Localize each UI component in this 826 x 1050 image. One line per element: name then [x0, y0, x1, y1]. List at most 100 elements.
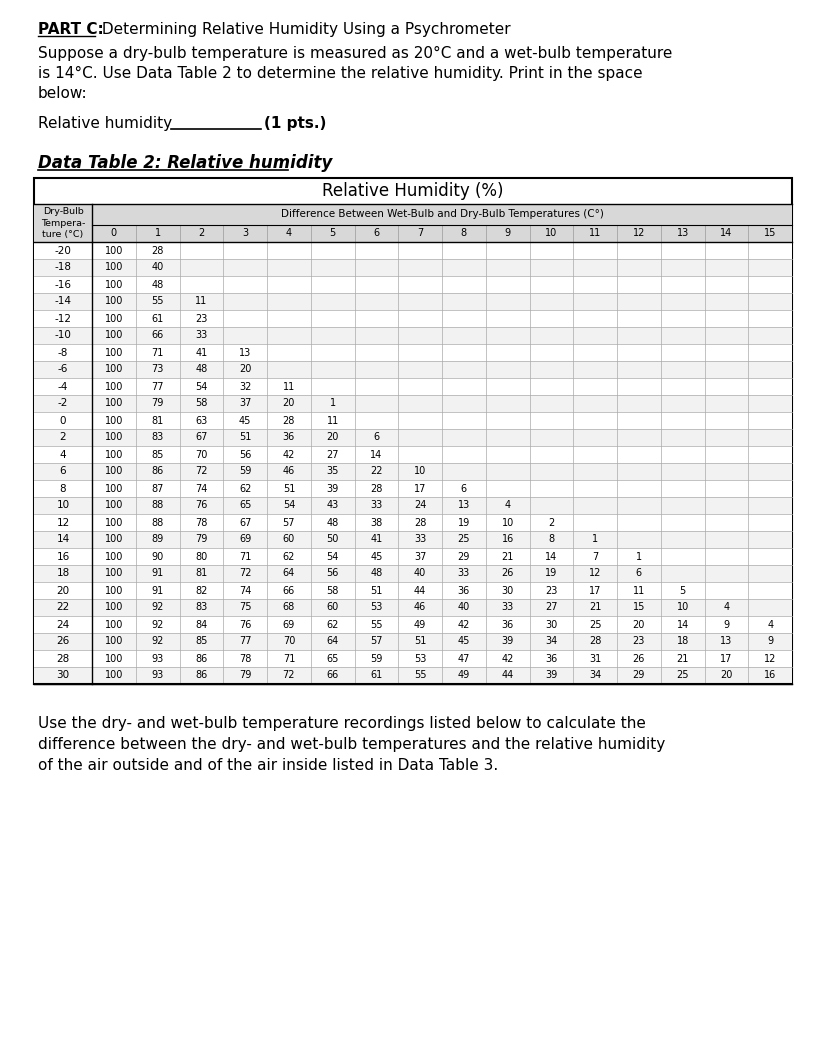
Text: 28: 28 — [56, 653, 69, 664]
Text: 61: 61 — [151, 314, 164, 323]
Text: 62: 62 — [282, 551, 295, 562]
Text: 6: 6 — [373, 433, 379, 442]
Text: 59: 59 — [370, 653, 382, 664]
Text: 21: 21 — [501, 551, 514, 562]
Text: 100: 100 — [105, 501, 123, 510]
Bar — [34, 412, 792, 429]
Bar — [34, 361, 792, 378]
Text: 24: 24 — [414, 501, 426, 510]
Bar — [34, 204, 92, 242]
Text: 23: 23 — [545, 586, 558, 595]
Text: 10: 10 — [414, 466, 426, 477]
Text: 50: 50 — [326, 534, 339, 545]
Bar — [34, 259, 792, 276]
Text: 28: 28 — [282, 416, 295, 425]
Text: 89: 89 — [151, 534, 164, 545]
Text: 28: 28 — [151, 246, 164, 255]
Text: 20: 20 — [326, 433, 339, 442]
Bar — [34, 395, 792, 412]
Text: Use the dry- and wet-bulb temperature recordings listed below to calculate the: Use the dry- and wet-bulb temperature re… — [38, 716, 646, 731]
Text: 64: 64 — [326, 636, 339, 647]
Text: 9: 9 — [767, 636, 773, 647]
Text: 48: 48 — [151, 279, 164, 290]
Text: 22: 22 — [370, 466, 382, 477]
Text: 30: 30 — [56, 671, 69, 680]
Text: 31: 31 — [589, 653, 601, 664]
Text: 88: 88 — [151, 501, 164, 510]
Text: -18: -18 — [55, 262, 72, 273]
Text: 100: 100 — [105, 636, 123, 647]
Text: 37: 37 — [239, 399, 251, 408]
Text: 100: 100 — [105, 671, 123, 680]
Text: 38: 38 — [370, 518, 382, 527]
Text: 34: 34 — [545, 636, 558, 647]
Text: difference between the dry- and wet-bulb temperatures and the relative humidity: difference between the dry- and wet-bulb… — [38, 737, 665, 752]
Text: 20: 20 — [720, 671, 733, 680]
Text: 39: 39 — [545, 671, 558, 680]
Text: 21: 21 — [676, 653, 689, 664]
Text: 100: 100 — [105, 551, 123, 562]
Text: 64: 64 — [282, 568, 295, 579]
Text: 12: 12 — [56, 518, 69, 527]
Text: 13: 13 — [458, 501, 470, 510]
Text: 4: 4 — [505, 501, 510, 510]
Text: 41: 41 — [370, 534, 382, 545]
Text: 23: 23 — [633, 636, 645, 647]
Text: 71: 71 — [282, 653, 295, 664]
Text: 12: 12 — [764, 653, 776, 664]
Text: 76: 76 — [195, 501, 207, 510]
Text: 66: 66 — [326, 671, 339, 680]
Text: 18: 18 — [676, 636, 689, 647]
Text: 70: 70 — [282, 636, 295, 647]
Text: 15: 15 — [764, 229, 776, 238]
Text: 26: 26 — [633, 653, 645, 664]
Text: 79: 79 — [195, 534, 207, 545]
Text: 25: 25 — [458, 534, 470, 545]
Text: 1: 1 — [636, 551, 642, 562]
Text: 36: 36 — [282, 433, 295, 442]
Bar — [34, 616, 792, 633]
Text: 1: 1 — [330, 399, 335, 408]
Bar — [34, 633, 792, 650]
Text: Suppose a dry-bulb temperature is measured as 20°C and a wet-bulb temperature: Suppose a dry-bulb temperature is measur… — [38, 46, 672, 61]
Text: 92: 92 — [151, 603, 164, 612]
Text: 100: 100 — [105, 449, 123, 460]
Text: -12: -12 — [55, 314, 72, 323]
Text: 72: 72 — [195, 466, 207, 477]
Text: 36: 36 — [545, 653, 558, 664]
Text: 74: 74 — [239, 586, 251, 595]
Text: 14: 14 — [676, 620, 689, 630]
Text: 55: 55 — [370, 620, 382, 630]
Text: 56: 56 — [239, 449, 251, 460]
Text: 27: 27 — [326, 449, 339, 460]
Text: 46: 46 — [414, 603, 426, 612]
Text: (1 pts.): (1 pts.) — [264, 116, 326, 131]
Text: -20: -20 — [55, 246, 71, 255]
Bar — [34, 310, 792, 327]
Text: 84: 84 — [195, 620, 207, 630]
Bar — [34, 327, 792, 344]
Text: 7: 7 — [417, 229, 423, 238]
Text: 63: 63 — [195, 416, 207, 425]
Text: 100: 100 — [105, 416, 123, 425]
Text: 79: 79 — [151, 399, 164, 408]
Text: 28: 28 — [414, 518, 426, 527]
Text: 46: 46 — [282, 466, 295, 477]
Text: -14: -14 — [55, 296, 72, 307]
Text: 100: 100 — [105, 433, 123, 442]
Text: 69: 69 — [282, 620, 295, 630]
Text: 100: 100 — [105, 466, 123, 477]
Text: 51: 51 — [239, 433, 251, 442]
Text: 42: 42 — [282, 449, 295, 460]
Text: 100: 100 — [105, 534, 123, 545]
Text: 62: 62 — [326, 620, 339, 630]
Text: 86: 86 — [151, 466, 164, 477]
Text: 86: 86 — [195, 653, 207, 664]
Bar — [34, 514, 792, 531]
Text: 100: 100 — [105, 586, 123, 595]
Text: 49: 49 — [458, 671, 470, 680]
Text: 100: 100 — [105, 331, 123, 340]
Text: 71: 71 — [151, 348, 164, 357]
Text: 40: 40 — [458, 603, 470, 612]
Text: 14: 14 — [720, 229, 733, 238]
